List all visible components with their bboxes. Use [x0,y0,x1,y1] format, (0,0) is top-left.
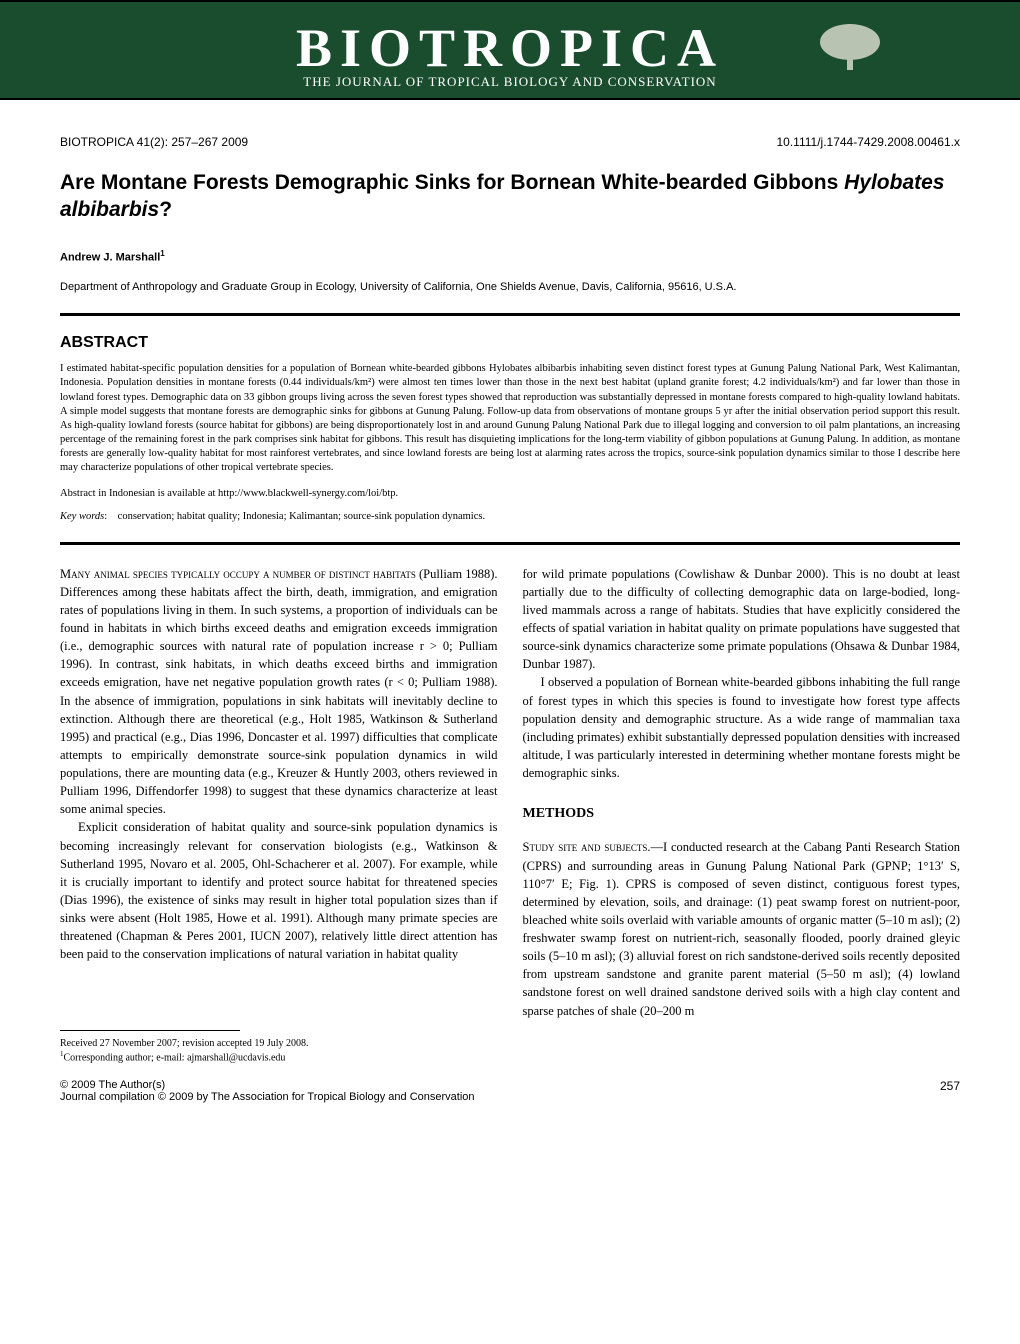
col2-p3-caps: Study site and subjects [523,840,648,854]
col1-p1-caps: Many animal species typically occupy a n… [60,567,416,581]
corresponding-text: Corresponding author; e-mail: ajmarshall… [64,1052,286,1063]
column-left: Many animal species typically occupy a n… [60,565,498,1020]
methods-heading: METHODS [523,804,961,824]
author-block: Andrew J. Marshall1 [0,224,1020,272]
copyright-block: © 2009 The Author(s) Journal compilation… [60,1079,475,1103]
affiliation: Department of Anthropology and Graduate … [0,271,1020,313]
keywords-label: Key words [60,511,104,522]
journal-header: BIOTROPICA THE JOURNAL OF TROPICAL BIOLO… [0,0,1020,100]
col2-para1: for wild primate populations (Cowlishaw … [523,565,961,674]
col2-para3: Study site and subjects.—I conducted res… [523,838,961,1019]
meta-row: BIOTROPICA 41(2): 257–267 2009 10.1111/j… [0,100,1020,169]
keywords: Key words: conservation; habitat quality… [0,511,1020,542]
col2-p3-rest: .—I conducted research at the Cabang Pan… [523,840,961,1017]
page-number: 257 [940,1079,960,1103]
abstract-note: Abstract in Indonesian is available at h… [0,488,1020,511]
footer-block: Received 27 November 2007; revision acce… [0,1020,1020,1079]
col1-para2: Explicit consideration of habitat qualit… [60,818,498,963]
copyright-line1: © 2009 The Author(s) [60,1079,475,1091]
title-prefix: Are Montane Forests Demographic Sinks fo… [60,171,844,194]
article-title: Are Montane Forests Demographic Sinks fo… [0,169,1020,224]
doi: 10.1111/j.1744-7429.2008.00461.x [777,135,961,149]
col1-para1: Many animal species typically occupy a n… [60,565,498,819]
abstract-body: I estimated habitat-specific population … [0,362,1020,487]
abstract-heading: ABSTRACT [0,316,1020,362]
received-line: Received 27 November 2007; revision acce… [60,1037,960,1050]
body-columns: Many animal species typically occupy a n… [0,545,1020,1020]
column-right: for wild primate populations (Cowlishaw … [523,565,961,1020]
author-name: Andrew J. Marshall [60,251,160,263]
keywords-text: : conservation; habitat quality; Indones… [104,511,485,522]
tree-icon [815,22,885,72]
corresponding-line: 1Corresponding author; e-mail: ajmarshal… [60,1050,960,1064]
col2-para2: I observed a population of Bornean white… [523,673,961,782]
author-sup: 1 [160,249,164,258]
title-suffix: ? [159,198,172,221]
journal-subtitle: THE JOURNAL OF TROPICAL BIOLOGY AND CONS… [0,74,1020,90]
citation: BIOTROPICA 41(2): 257–267 2009 [60,135,248,149]
footer-rule [60,1030,240,1031]
col1-p1-rest: (Pulliam 1988). Differences among these … [60,567,498,817]
copyright-line2: Journal compilation © 2009 by The Associ… [60,1091,475,1103]
copyright-row: © 2009 The Author(s) Journal compilation… [0,1079,1020,1123]
